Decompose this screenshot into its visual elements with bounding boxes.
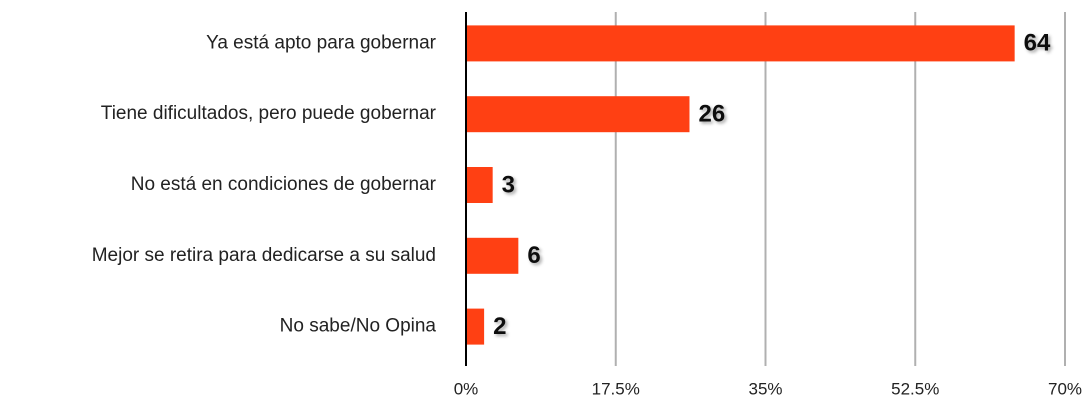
x-tick-label: 17.5%	[592, 379, 640, 398]
data-label: 6	[527, 242, 540, 269]
x-tick-label: 70%	[1048, 379, 1082, 398]
bar	[467, 96, 690, 133]
y-tick-label: No está en condiciones de gobernar	[131, 174, 437, 195]
bar	[467, 237, 519, 274]
x-tick-label: 35%	[748, 379, 782, 398]
bar	[467, 167, 493, 203]
data-label: 26	[698, 101, 725, 128]
bar	[467, 308, 485, 345]
data-label: 3	[502, 171, 515, 198]
y-tick-label: No sabe/No Opina	[280, 316, 437, 337]
y-tick-label: Mejor se retira para dedicarse a su salu…	[92, 245, 436, 266]
x-tick-label: 0%	[454, 379, 479, 398]
bar	[467, 25, 1015, 62]
data-label: 2	[493, 313, 506, 340]
y-tick-label: Ya está apto para gobernar	[206, 32, 437, 53]
data-label: 64	[1024, 30, 1051, 57]
x-tick-label: 52.5%	[891, 379, 939, 398]
y-tick-label: Tiene dificultados, pero puede gobernar	[101, 103, 437, 124]
